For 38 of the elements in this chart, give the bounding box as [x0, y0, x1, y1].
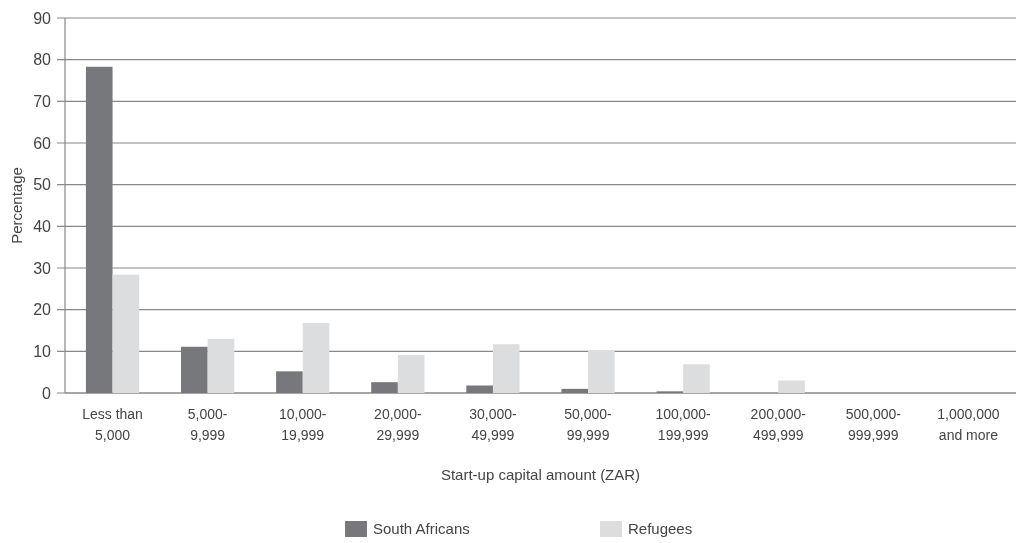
- bar: [302, 323, 330, 393]
- x-tick-label: 200,000-499,999: [750, 406, 807, 443]
- y-axis-title: Percentage: [8, 167, 25, 244]
- y-tick-label: 80: [33, 51, 52, 69]
- bar: [466, 385, 493, 393]
- x-tick-label: Less than 5,000: [82, 406, 143, 443]
- y-tick-label: 40: [33, 217, 52, 235]
- x-tick-label: 10,000-19,999: [279, 406, 327, 443]
- bar: [778, 380, 805, 393]
- x-tick-label: 5,000-9,999: [187, 406, 228, 443]
- x-axis-title: Start-up capital amount (ZAR): [440, 466, 641, 483]
- x-tick-label: 100,000-199,999: [655, 406, 712, 443]
- bar: [181, 346, 208, 393]
- bar: [588, 350, 615, 393]
- bar: [561, 388, 589, 393]
- y-tick-label: 50: [33, 176, 52, 194]
- x-tick-label: 50,000-99,999: [564, 406, 613, 443]
- legend-label: Refugees: [628, 520, 693, 538]
- x-tick-label: 30,000-49,999: [469, 406, 518, 443]
- legend-label: South Africans: [373, 520, 470, 538]
- bar: [207, 338, 235, 393]
- x-tick-label: 500,000-999,999: [845, 406, 902, 443]
- x-tick-label: 1,000,000 and more: [937, 406, 1000, 443]
- y-tick-label: 90: [33, 9, 52, 27]
- y-tick-label: 10: [33, 342, 52, 360]
- y-tick-label: 60: [33, 134, 52, 152]
- y-tick-label: 70: [33, 92, 52, 110]
- y-tick-label: 20: [33, 301, 52, 319]
- bar: [683, 364, 710, 393]
- bar: [276, 371, 303, 393]
- x-tick-label: 20,000-29,999: [374, 406, 422, 443]
- bar: [371, 382, 398, 393]
- bar: [492, 344, 520, 393]
- y-tick-label: 0: [42, 384, 52, 402]
- bar: [85, 66, 113, 393]
- bar: [397, 355, 425, 393]
- y-tick-label: 30: [33, 259, 52, 277]
- bar: [112, 274, 140, 393]
